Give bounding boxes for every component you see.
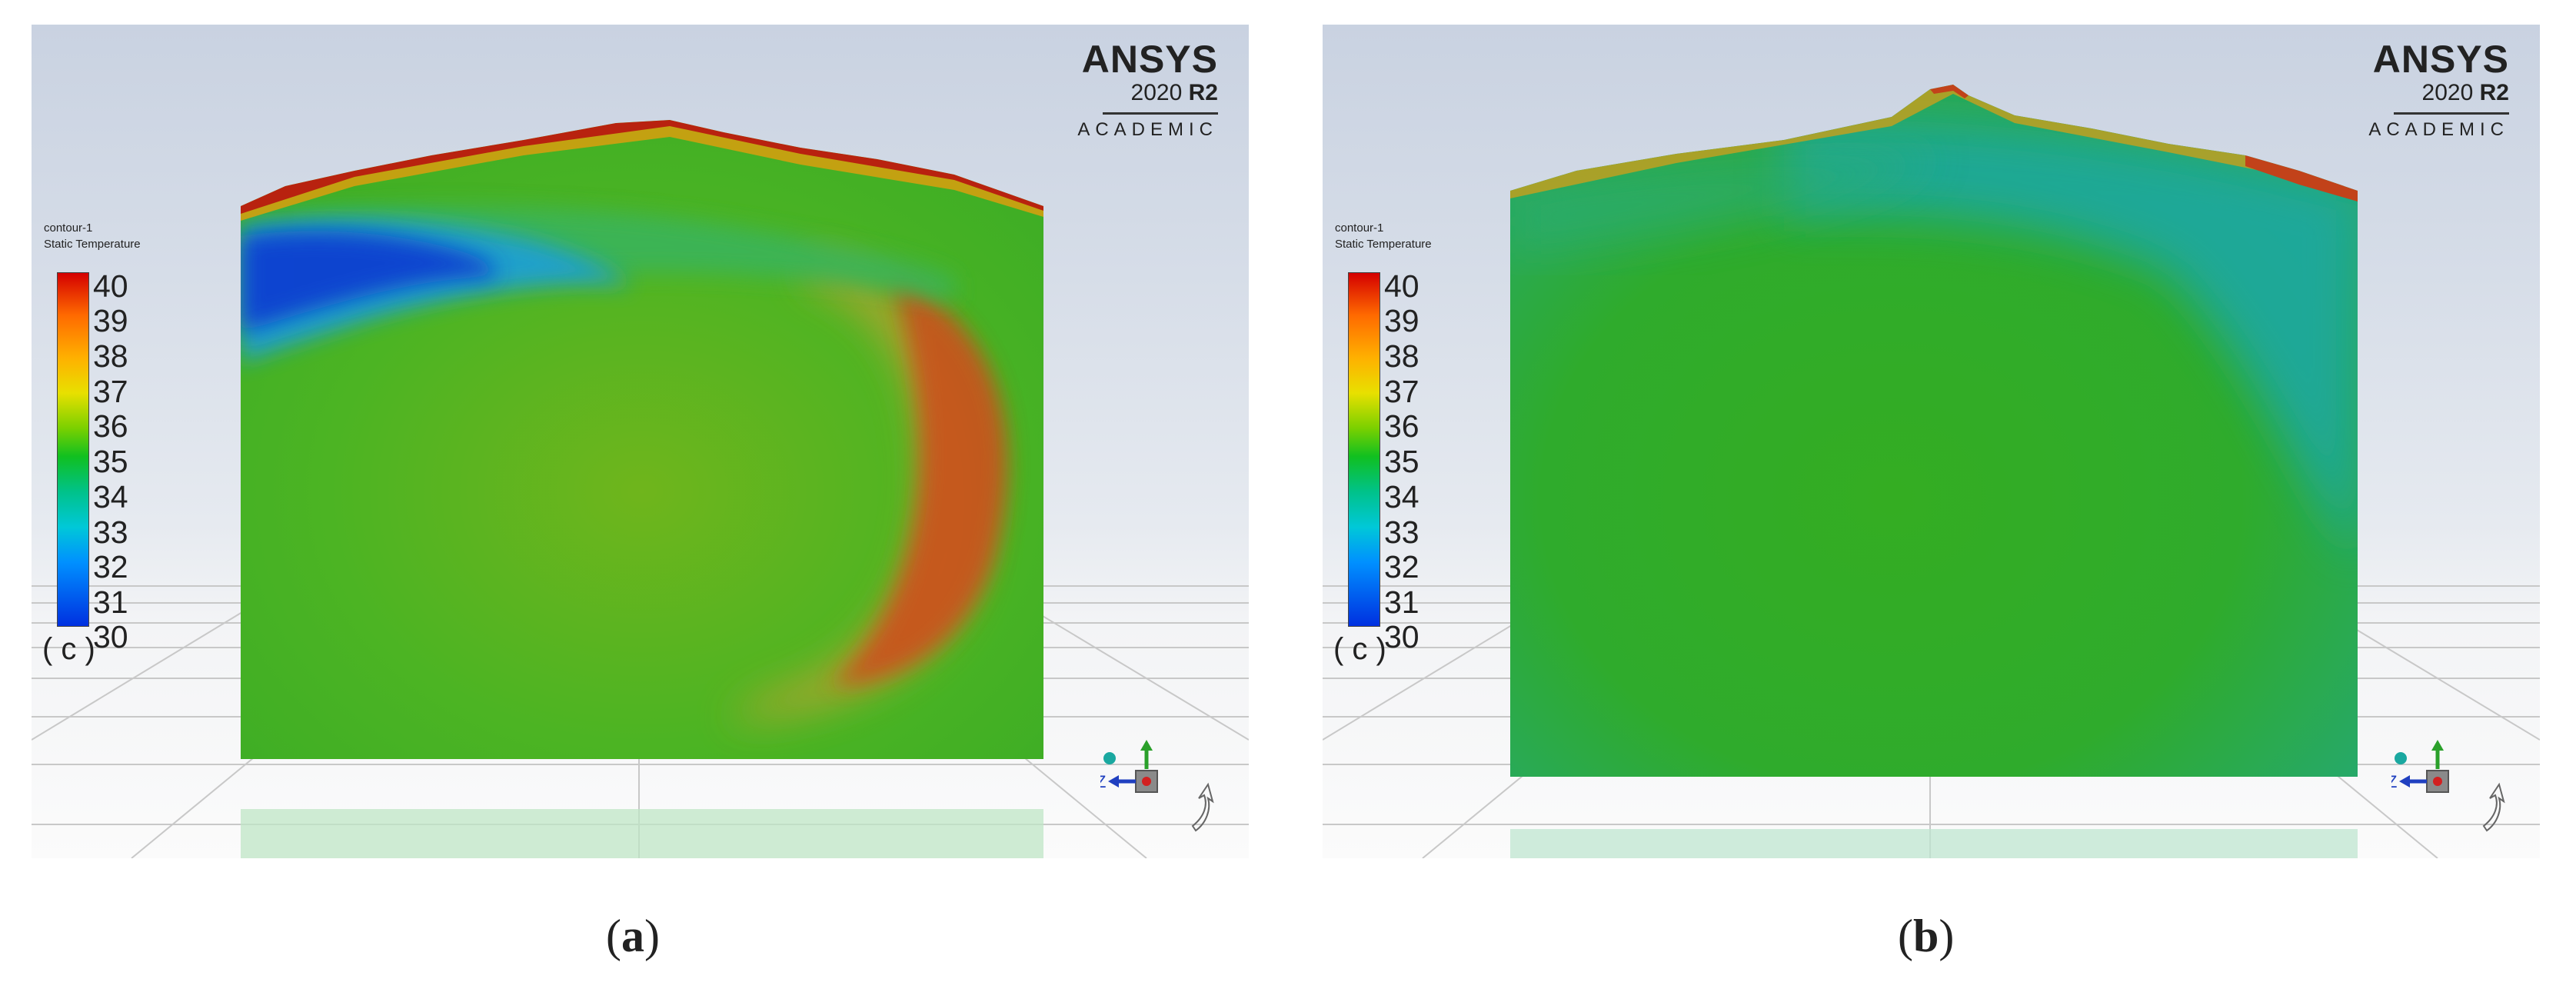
legend-name: contour-1 (44, 221, 93, 235)
caption-a: (a) (606, 911, 660, 961)
legend-tick: 35 (93, 444, 128, 479)
legend-tick: 38 (93, 338, 128, 374)
legend-tick: 37 (93, 374, 128, 409)
legend-tick: 31 (1384, 584, 1419, 620)
legend-tick: 31 (93, 584, 128, 620)
view-sphere-icon[interactable] (2395, 752, 2407, 764)
legend-tick: 32 (93, 549, 128, 584)
rotate-arrow-icon[interactable] (2482, 782, 2505, 832)
brand-edition: ACADEMIC (1077, 119, 1218, 140)
z-axis-arrowhead-icon (2399, 775, 2410, 788)
brand-release: 2020 R2 (1077, 80, 1218, 106)
x-axis-dot-icon (2433, 777, 2442, 786)
brand-year: 2020 (1130, 80, 1183, 105)
legend-header: contour-1 Static Temperature (44, 220, 141, 252)
legend-header: contour-1 Static Temperature (1335, 220, 1432, 252)
brand-divider (1103, 112, 1218, 115)
legend-name: contour-1 (1335, 221, 1384, 235)
color-legend-bar (1348, 272, 1380, 627)
legend-tick: 40 (93, 268, 128, 304)
y-axis-arrowhead-icon (2431, 740, 2444, 751)
legend-unit: ( c ) (1333, 632, 1386, 666)
brand-title: ANSYS (1081, 38, 1218, 81)
viewport-panel-a[interactable]: ANSYS 2020 R2 ACADEMIC contour-1 Static … (32, 25, 1249, 858)
caption-a-letter: a (621, 911, 644, 961)
brand-divider (2394, 112, 2509, 115)
brand-release: 2020 R2 (2368, 80, 2509, 106)
legend-tick: 36 (93, 408, 128, 444)
legend-tick: 39 (1384, 303, 1419, 338)
view-sphere-icon[interactable] (1103, 752, 1116, 764)
legend-tick: 36 (1384, 408, 1419, 444)
brand-year: 2020 (2421, 80, 2474, 105)
axis-triad[interactable]: Z (2391, 709, 2530, 847)
z-axis-label: Z (2391, 772, 2397, 791)
legend-tick: 37 (1384, 374, 1419, 409)
axis-triad[interactable]: Z (1100, 709, 1239, 847)
legend-tick: 40 (1384, 268, 1419, 304)
legend-tick: 30 (93, 619, 128, 654)
brand-release-code: R2 (2479, 80, 2509, 105)
legend-tick: 39 (93, 303, 128, 338)
legend-tick: 33 (1384, 514, 1419, 550)
ansys-brand: ANSYS 2020 R2 ACADEMIC (2368, 38, 2509, 141)
color-legend-bar (57, 272, 89, 627)
legend-tick: 38 (1384, 338, 1419, 374)
temperature-contour-a (241, 120, 1043, 759)
caption-b-letter: b (1912, 911, 1939, 961)
z-axis-label: Z (1100, 772, 1106, 791)
legend-variable: Static Temperature (44, 238, 141, 251)
legend-tick: 34 (93, 479, 128, 514)
legend-unit: ( c ) (42, 632, 95, 666)
viewport-panel-b[interactable]: ANSYS 2020 R2 ACADEMIC contour-1 Static … (1323, 25, 2540, 858)
legend-tick: 34 (1384, 479, 1419, 514)
caption-b: (b) (1898, 911, 1955, 961)
temperature-contour-b (1510, 85, 2358, 777)
y-axis-arrowhead-icon (1140, 740, 1153, 751)
legend-tick: 30 (1384, 619, 1419, 654)
legend-tick: 33 (93, 514, 128, 550)
brand-edition: ACADEMIC (2368, 119, 2509, 140)
x-axis-dot-icon (1142, 777, 1151, 786)
legend-variable: Static Temperature (1335, 238, 1432, 251)
rotate-arrow-icon[interactable] (1191, 782, 1214, 832)
legend-tick: 35 (1384, 444, 1419, 479)
z-axis-arrowhead-icon (1108, 775, 1119, 788)
brand-release-code: R2 (1188, 80, 1218, 105)
ansys-brand: ANSYS 2020 R2 ACADEMIC (1077, 38, 1218, 141)
legend-tick: 32 (1384, 549, 1419, 584)
brand-title: ANSYS (2372, 38, 2509, 81)
